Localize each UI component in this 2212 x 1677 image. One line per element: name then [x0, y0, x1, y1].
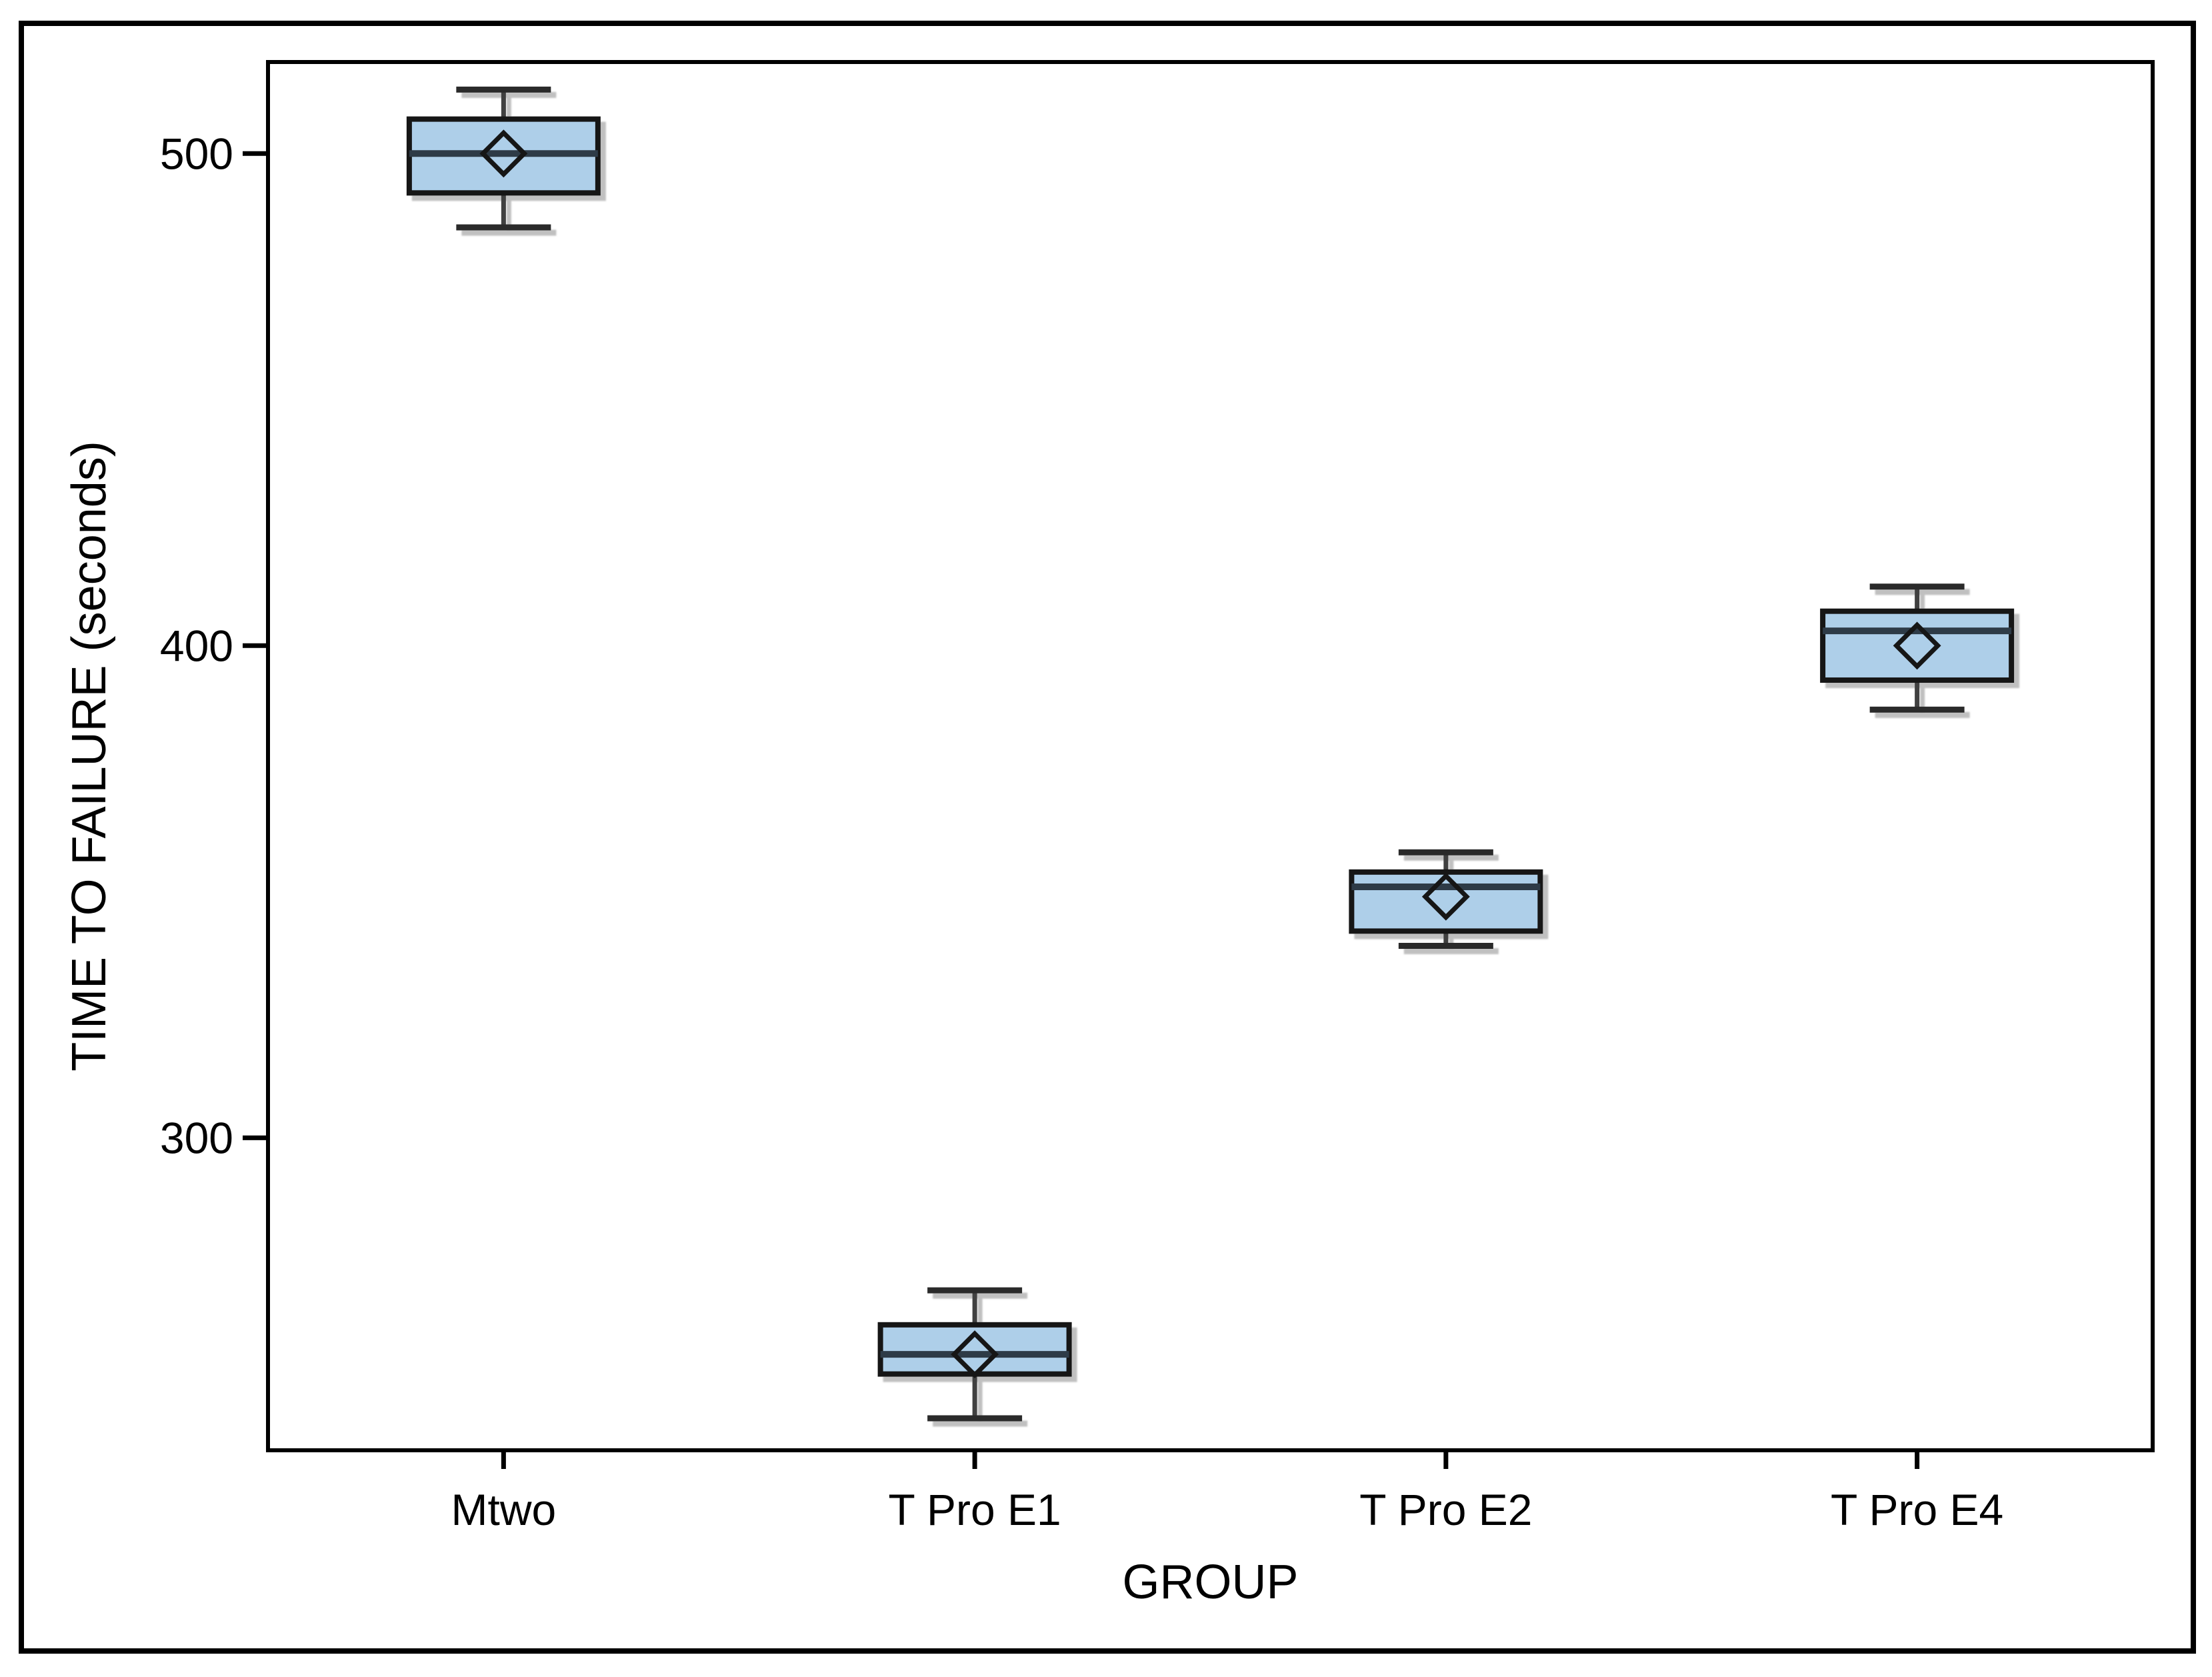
y-tick-label-500: 500 [160, 129, 233, 178]
iqr-box [1820, 608, 2015, 683]
x-tick-label-t-pro-e4: T Pro E4 [1831, 1485, 2003, 1534]
box-group-t-pro-e2 [1349, 849, 1543, 950]
plot-area-border [266, 60, 2155, 1452]
x-tick-label-t-pro-e2: T Pro E2 [1359, 1485, 1532, 1534]
iqr-box [1349, 869, 1543, 934]
box-group-t-pro-e1 [877, 1287, 1072, 1422]
y-axis-title: TIME TO FAILURE (seconds) [63, 441, 116, 1072]
y-tick-label-400: 400 [160, 621, 233, 670]
x-tick-label-mtwo: Mtwo [451, 1485, 557, 1534]
x-axis-title: GROUP [1122, 1556, 1298, 1609]
y-tick-label-300: 300 [160, 1113, 233, 1162]
box-group-mtwo [406, 86, 601, 231]
x-tick-label-t-pro-e1: T Pro E1 [889, 1485, 1061, 1534]
figure-border [19, 21, 2196, 1654]
mean-diamond-marker [1893, 621, 1941, 670]
mean-diamond-marker [951, 1330, 999, 1379]
mean-diamond-marker [479, 129, 528, 178]
mean-diamond-marker [1421, 872, 1470, 921]
box-group-t-pro-e4 [1820, 583, 2015, 713]
